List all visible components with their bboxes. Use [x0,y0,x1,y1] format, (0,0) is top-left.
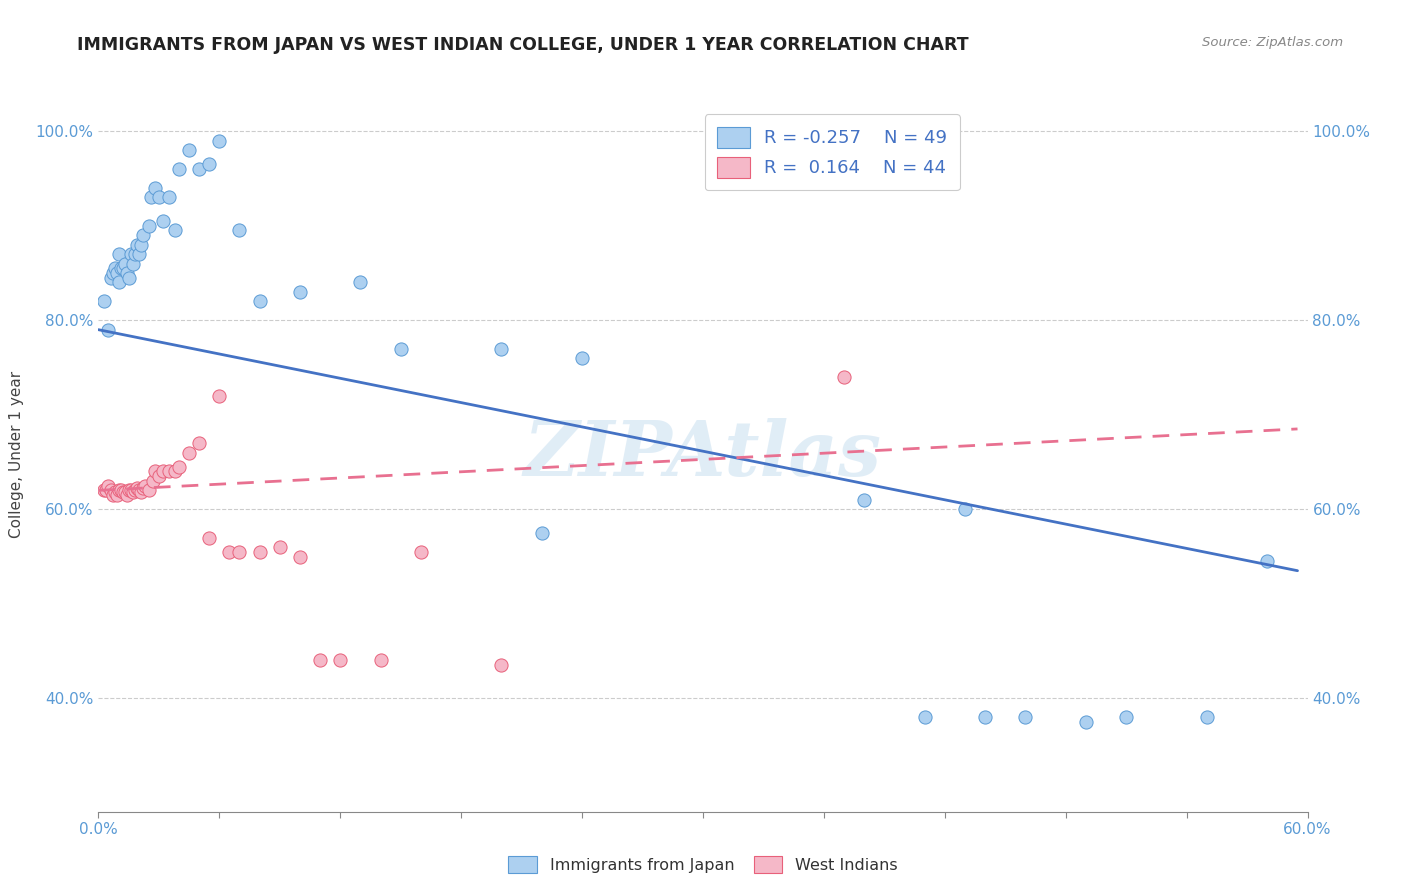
Point [132,482,155,496]
Point [152,214,174,228]
Point [329,653,352,667]
Point [208,389,231,403]
Point [167,459,190,474]
Point [188,436,211,450]
Point [491,658,513,673]
Point [101,488,124,502]
Point [249,545,271,559]
Point [120,483,142,498]
Legend: R = -0.257    N = 49, R =  0.164    N = 44: R = -0.257 N = 49, R = 0.164 N = 44 [704,114,960,190]
Point [853,492,876,507]
Point [188,161,211,176]
Text: ZIPAtlas: ZIPAtlas [524,418,882,491]
Point [138,483,160,498]
Point [157,190,180,204]
Point [93,294,115,309]
Point [115,488,138,502]
Point [218,545,240,559]
Point [228,223,250,237]
Point [914,710,936,724]
Point [309,653,332,667]
Legend: Immigrants from Japan, West Indians: Immigrants from Japan, West Indians [502,849,904,880]
Point [107,247,129,261]
Point [114,256,136,270]
Point [110,261,132,276]
Point [110,483,132,498]
Point [115,266,138,280]
Point [120,247,142,261]
Point [409,545,432,559]
Point [129,485,152,500]
Point [148,469,170,483]
Point [114,485,136,500]
Point [953,502,976,516]
Point [103,261,125,276]
Point [208,134,231,148]
Point [107,276,129,290]
Point [103,485,125,500]
Point [121,485,143,500]
Point [179,445,201,459]
Point [118,483,141,498]
Point [100,270,122,285]
Point [370,653,392,667]
Point [105,266,128,280]
Point [571,351,593,365]
Point [288,285,311,299]
Point [832,370,855,384]
Point [100,483,122,498]
Point [93,483,115,498]
Point [118,270,141,285]
Point [124,247,146,261]
Point [163,465,186,479]
Y-axis label: College, Under 1 year: College, Under 1 year [10,371,24,539]
Point [143,465,166,479]
Point [125,237,148,252]
Point [111,261,134,276]
Text: Source: ZipAtlas.com: Source: ZipAtlas.com [1202,36,1343,49]
Point [97,478,120,492]
Point [1074,714,1097,729]
Point [105,488,128,502]
Point [125,482,148,496]
Point [128,247,150,261]
Point [96,483,118,498]
Point [142,474,165,488]
Point [974,710,997,724]
Point [1195,710,1218,724]
Point [139,190,162,204]
Point [107,483,129,498]
Point [129,237,152,252]
Point [148,190,170,204]
Point [163,223,186,237]
Point [138,219,160,233]
Point [1115,710,1137,724]
Point [97,323,120,337]
Point [530,525,553,540]
Point [1256,554,1278,568]
Point [288,549,311,564]
Point [101,266,124,280]
Point [128,483,150,498]
Point [134,478,156,492]
Point [121,256,143,270]
Point [157,465,180,479]
Point [491,342,513,356]
Point [249,294,271,309]
Point [349,276,371,290]
Point [198,157,221,171]
Point [143,181,166,195]
Point [228,545,250,559]
Point [1014,710,1036,724]
Point [167,161,190,176]
Point [132,228,155,243]
Point [179,143,201,157]
Point [152,465,174,479]
Point [124,483,146,498]
Point [389,342,412,356]
Point [198,531,221,545]
Point [269,540,291,554]
Text: IMMIGRANTS FROM JAPAN VS WEST INDIAN COLLEGE, UNDER 1 YEAR CORRELATION CHART: IMMIGRANTS FROM JAPAN VS WEST INDIAN COL… [77,36,969,54]
Point [111,485,134,500]
